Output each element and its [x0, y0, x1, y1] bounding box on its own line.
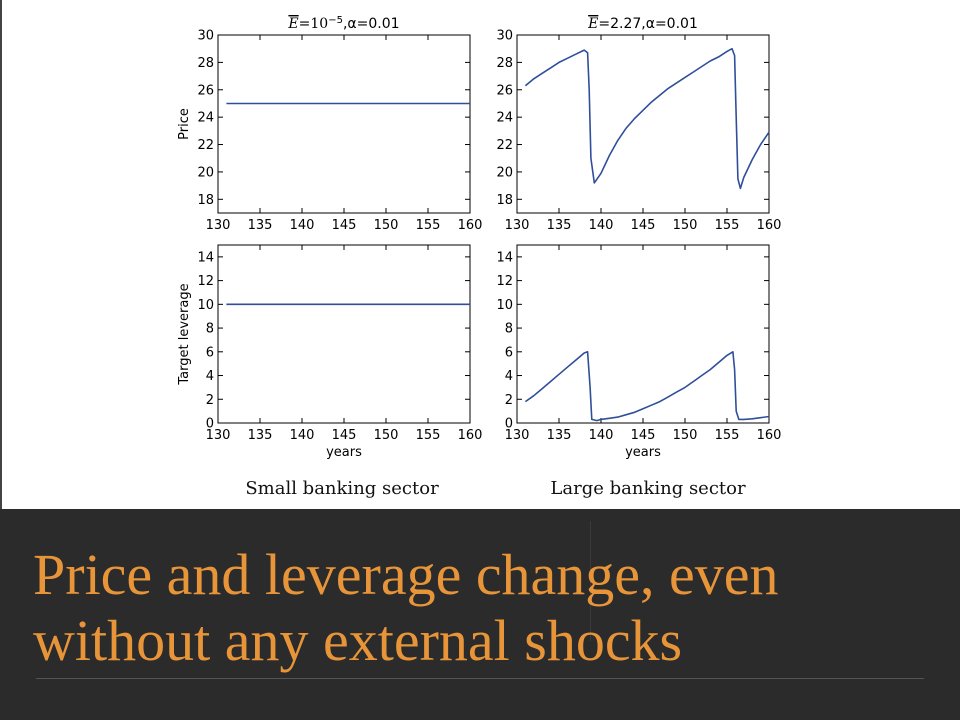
chart-top-left-title-e: E — [287, 16, 298, 32]
chart-top-right-xtick-label: 140 — [589, 218, 614, 233]
chart-top-left-title-rest: ,α=0.01 — [343, 16, 400, 32]
banner-divider-vertical — [590, 521, 591, 641]
chart-top-right-title-rest: 2.27,α=0.01 — [610, 16, 698, 32]
chart-top-left-ytick-label: 20 — [197, 165, 214, 180]
headline-banner: Price and leverage change, even without … — [0, 509, 960, 720]
slide-left-border — [0, 0, 2, 509]
chart-top-right-title-eq: = — [598, 16, 610, 32]
chart-top-left-xtick-label: 135 — [248, 218, 273, 233]
chart-bottom-left-ytick-label: 14 — [197, 250, 214, 265]
chart-bottom-right-ytick-label: 10 — [496, 298, 513, 313]
caption-large-banking-sector: Large banking sector — [550, 478, 746, 499]
chart-top-left-frame — [217, 34, 471, 214]
chart-top-right-ytick-label: 22 — [496, 138, 513, 153]
chart-bottom-right-xtick-label: 150 — [673, 428, 698, 443]
chart-bottom-left-xtick-label: 140 — [290, 428, 315, 443]
chart-bottom-right-xtick-label: 135 — [547, 428, 572, 443]
chart-top-left-title-exp: −5 — [328, 15, 343, 26]
chart-top-left-ytick-label: 18 — [197, 193, 214, 208]
chart-bottom-right-xtick-label: 155 — [715, 428, 740, 443]
chart-top-right-ytick-label: 24 — [496, 111, 513, 126]
chart-bottom-left-ytick-label: 8 — [206, 322, 214, 337]
chart-bottom-right-ytick-label: 2 — [505, 393, 513, 408]
chart-bottom-left-xtick-label: 145 — [332, 428, 357, 443]
chart-top-right-title: E=2.27,α=0.01 — [587, 16, 698, 32]
chart-bottom-right-xtick-label: 160 — [757, 428, 782, 443]
chart-top-right-xtick-label: 145 — [631, 218, 656, 233]
chart-bottom-left-ytick-label: 12 — [197, 274, 214, 289]
chart-bottom-right-xtick-label: 140 — [589, 428, 614, 443]
chart-bottom-left-ylabel: Target leverage — [177, 283, 192, 385]
chart-bottom-right-xtick-label: 130 — [505, 428, 530, 443]
chart-bottom-right-ytick-label: 0 — [505, 417, 513, 432]
chart-bottom-left-xtick-label: 160 — [458, 428, 483, 443]
chart-bottom-right-ytick-label: 4 — [505, 369, 513, 384]
chart-bottom-left-xtick-label: 155 — [416, 428, 441, 443]
chart-top-left-ytick-label: 24 — [197, 111, 214, 126]
chart-top-left-ytick-label: 22 — [197, 138, 214, 153]
chart-top-right-xtick-label: 150 — [673, 218, 698, 233]
chart-top-right-title-e: E — [587, 16, 598, 32]
chart-bottom-left-xtick-label: 130 — [206, 428, 231, 443]
chart-bottom-left-xtick-label: 135 — [248, 428, 273, 443]
chart-bottom-left-ytick-label: 10 — [197, 298, 214, 313]
chart-bottom-left-ytick-label: 6 — [206, 345, 214, 360]
chart-bottom-left-frame — [217, 244, 471, 424]
chart-bottom-right-xlabel: years — [625, 445, 661, 460]
caption-small-banking-sector: Small banking sector — [245, 478, 439, 499]
chart-top-left-title-eq: = — [299, 16, 311, 32]
charts-figure: 130 135 140 145 150 155 16018202224262830Price… — [177, 15, 782, 461]
chart-top-left-ylabel: Price — [177, 108, 192, 140]
chart-bottom-left-ytick-label: 4 — [206, 369, 214, 384]
chart-top-right-ytick-label: 26 — [496, 83, 513, 98]
chart-top-right-frame — [516, 34, 770, 214]
chart-top-left-xtick-label: 140 — [290, 218, 315, 233]
chart-top-right-ytick-label: 20 — [496, 165, 513, 180]
chart-top-left-title: E=10−5,α=0.01 — [287, 15, 399, 33]
chart-bottom-right-xtick-label: 145 — [631, 428, 656, 443]
chart-bottom-left-xtick-label: 150 — [374, 428, 399, 443]
chart-bottom-left-xlabel: years — [326, 445, 362, 460]
chart-top-left-xtick-label: 155 — [416, 218, 441, 233]
chart-top-right-ytick-label: 18 — [496, 193, 513, 208]
chart-top-left-xtick-label: 145 — [332, 218, 357, 233]
chart-top-right-xtick-label: 155 — [715, 218, 740, 233]
chart-bottom-right-ytick-label: 14 — [496, 250, 513, 265]
chart-bottom-right-series-line — [524, 350, 770, 422]
chart-bottom-left-ytick-label: 2 — [206, 393, 214, 408]
chart-top-left-xtick-label: 150 — [374, 218, 399, 233]
chart-top-left-title-base: 10 — [310, 16, 328, 32]
chart-top-right-ytick-label: 28 — [496, 56, 513, 71]
chart-bottom-right-ytick-label: 6 — [505, 345, 513, 360]
chart-top-left-xtick-label: 160 — [458, 218, 483, 233]
chart-top-left-ytick-label: 26 — [197, 83, 214, 98]
chart-top-left-ytick-label: 28 — [197, 56, 214, 71]
chart-top-right-series-line — [524, 47, 770, 190]
slide-headline: Price and leverage change, even without … — [33, 542, 779, 673]
chart-top-right-xtick-label: 130 — [505, 218, 530, 233]
chart-top-left-xtick-label: 130 — [206, 218, 231, 233]
chart-bottom-right-ytick-label: 8 — [505, 322, 513, 337]
chart-bottom-right-ytick-label: 12 — [496, 274, 513, 289]
chart-top-left-ytick-label: 30 — [197, 29, 214, 44]
chart-top-right-ytick-label: 30 — [496, 29, 513, 44]
chart-top-right-xtick-label: 160 — [757, 218, 782, 233]
chart-top-right-xtick-label: 135 — [547, 218, 572, 233]
chart-bottom-right-frame — [516, 244, 770, 424]
chart-bottom-left-ytick-label: 0 — [206, 417, 214, 432]
banner-divider-horizontal — [36, 678, 924, 679]
